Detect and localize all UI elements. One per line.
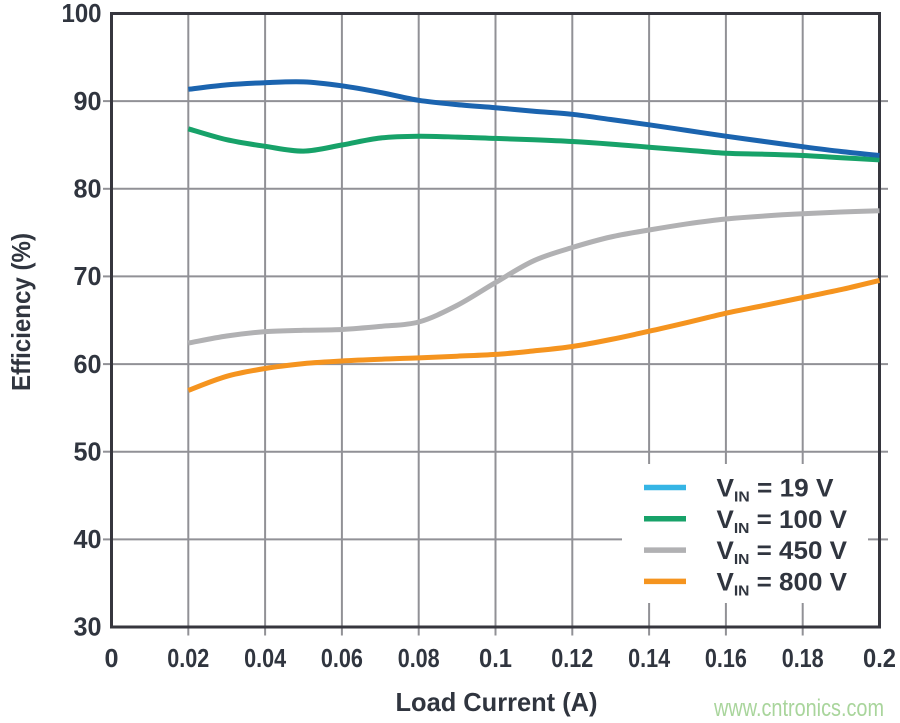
svg-text:30: 30 <box>74 612 102 642</box>
svg-text:0.2: 0.2 <box>863 643 896 673</box>
svg-text:70: 70 <box>74 261 102 291</box>
svg-text:www.cntronics.com: www.cntronics.com <box>713 695 884 722</box>
svg-text:0.08: 0.08 <box>398 643 440 673</box>
svg-text:VIN = 19 V: VIN = 19 V <box>717 475 834 506</box>
svg-text:90: 90 <box>74 86 102 116</box>
svg-text:VIN = 450 V: VIN = 450 V <box>717 537 848 568</box>
svg-text:0: 0 <box>105 643 119 673</box>
svg-text:60: 60 <box>74 349 102 379</box>
svg-text:Efficiency (%): Efficiency (%) <box>6 233 36 391</box>
svg-text:0.1: 0.1 <box>479 643 512 673</box>
svg-text:0.14: 0.14 <box>628 643 670 673</box>
svg-text:0.18: 0.18 <box>782 643 824 673</box>
svg-text:100: 100 <box>62 0 102 28</box>
svg-text:Load Current (A): Load Current (A) <box>396 687 598 717</box>
svg-text:VIN = 800 V: VIN = 800 V <box>717 568 848 599</box>
svg-text:80: 80 <box>74 174 102 204</box>
svg-text:0.04: 0.04 <box>244 643 286 673</box>
svg-text:50: 50 <box>74 436 102 466</box>
svg-text:0.02: 0.02 <box>167 643 209 673</box>
svg-text:0.16: 0.16 <box>705 643 747 673</box>
svg-text:40: 40 <box>74 524 102 554</box>
svg-text:0.12: 0.12 <box>551 643 593 673</box>
svg-text:0.06: 0.06 <box>321 643 363 673</box>
